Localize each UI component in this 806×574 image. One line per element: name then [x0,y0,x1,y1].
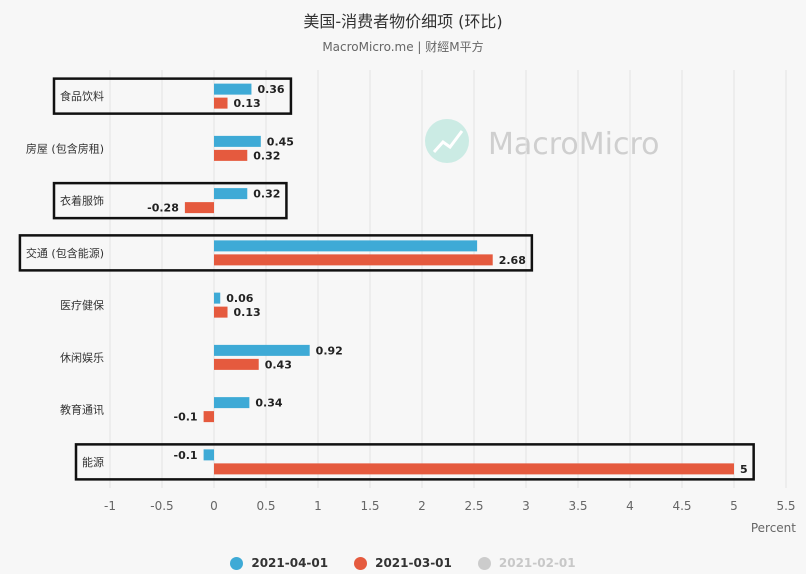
highlight-box [18,234,534,272]
data-label: 0.45 [267,135,294,148]
category-label: 医疗健保 [60,298,104,312]
x-tick-label: 2 [418,499,426,513]
x-tick-label: -1 [104,499,116,513]
x-tick-label: -0.5 [150,499,173,513]
legend-item-2021-04-01[interactable]: 2021-04-01 [230,556,328,570]
data-label: 0.36 [257,83,284,96]
bar-2021-03-01-5[interactable] [214,358,259,370]
x-axis-title: Percent [751,521,796,535]
watermark-logo-icon [425,119,469,163]
highlight-box [52,181,288,220]
category-label: 能源 [82,455,104,469]
watermark-logo: MacroMicro [425,119,660,163]
highlight-box [74,443,755,481]
bar-2021-03-01-0[interactable] [214,97,228,109]
legend-item-2021-02-01[interactable]: 2021-02-01 [477,556,576,570]
bar-2021-03-01-4[interactable] [214,306,228,318]
x-tick-label: 5.5 [776,499,795,513]
data-label: 5 [740,463,748,476]
legend-label: 2021-04-01 [251,556,329,570]
bar-2021-04-01-3[interactable] [214,240,478,252]
chart-title: 美国-消费者物价细项 (环比) [303,12,503,31]
x-tick-label: 5 [730,499,738,513]
chart-subtitle: MacroMicro.me | 财經M平方 [322,40,484,54]
bar-2021-03-01-6[interactable] [203,411,214,423]
category-label: 食品饮料 [60,89,104,103]
bar-2021-03-01-2[interactable] [184,202,214,214]
data-label: 0.13 [234,306,261,319]
bar-2021-04-01-4[interactable] [214,292,221,304]
data-label: 0.34 [255,397,282,410]
legend-item-2021-03-01[interactable]: 2021-03-01 [354,556,452,570]
category-label: 房屋 (包含房租) [26,141,104,155]
data-label: 0.32 [253,188,280,201]
x-tick-label: 4 [626,499,634,513]
legend-dot-icon [354,556,368,570]
legend-label: 2021-03-01 [375,556,452,570]
x-tick-label: 3.5 [568,499,587,513]
bar-2021-04-01-2[interactable] [214,188,248,200]
bar-2021-03-01-7[interactable] [214,463,734,475]
x-tick-label: 3 [522,499,530,513]
bar-2021-04-01-0[interactable] [214,83,252,95]
x-tick-label: 1 [314,499,322,513]
data-label: 0.92 [316,344,343,357]
legend-label: 2021-02-01 [498,556,576,570]
legend: 2021-04-01 2021-03-01 2021-02-01 [0,556,806,570]
category-label: 衣着服饰 [60,194,104,208]
x-tick-label: 0.5 [256,499,275,513]
x-tick-label: 2.5 [464,499,483,513]
data-label: 0.32 [253,149,280,162]
data-label: 2.68 [499,254,526,267]
bar-2021-04-01-7[interactable] [203,449,214,461]
bar-2021-03-01-3[interactable] [214,254,493,266]
watermark-logo-line [432,130,464,154]
category-label: 休闲娱乐 [60,350,104,364]
category-label: 交通 (包含能源) [26,246,104,260]
x-tick-label: 0 [210,499,218,513]
bar-2021-04-01-5[interactable] [214,344,310,356]
data-label: -0.28 [147,202,179,215]
watermark-text: MacroMicro [488,127,660,162]
bar-2021-04-01-1[interactable] [214,135,261,147]
legend-dot-icon [477,556,491,570]
bar-2021-04-01-6[interactable] [214,397,250,409]
x-tick-label: 1.5 [360,499,379,513]
bar-2021-03-01-1[interactable] [214,149,248,161]
data-label: 0.43 [265,358,292,371]
data-label: 0.06 [226,292,253,305]
highlight-box [52,77,293,115]
data-label: 0.13 [234,97,261,110]
category-label: 教育通讯 [60,403,104,417]
legend-dot-icon [230,556,244,570]
data-label: -0.1 [174,449,198,462]
data-label: -0.1 [174,411,198,424]
x-tick-label: 4.5 [672,499,691,513]
